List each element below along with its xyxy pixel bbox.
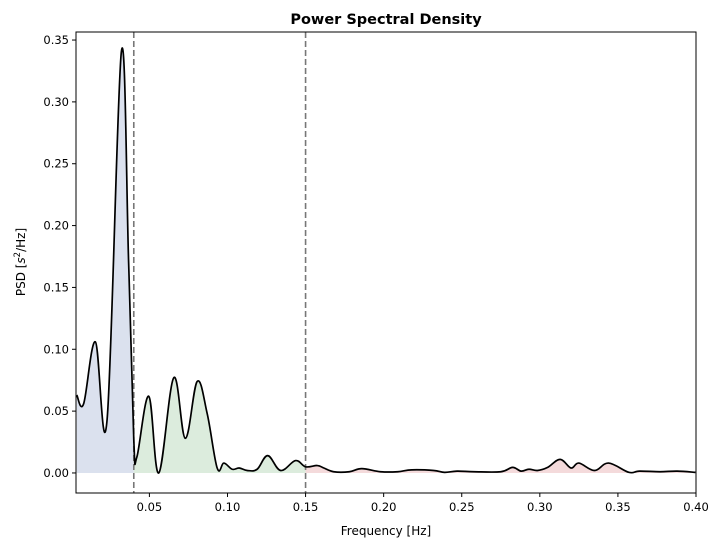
band-fills [76,48,696,473]
psd-line [76,47,696,474]
band-fill-0 [76,48,134,473]
x-tick-label: 0.40 [683,500,709,514]
x-tick-label: 0.20 [371,500,397,514]
y-tick-label: 0.15 [43,280,69,294]
x-tick-label: 0.05 [137,500,163,514]
y-tick-label: 0.35 [43,33,69,47]
chart-title: Power Spectral Density [290,12,482,28]
y-label-prefix: PSD [ [14,264,28,297]
x-axis: 0.05 0.10 0.15 0.20 0.25 0.30 0.35 0.40 [137,493,709,514]
y-tick-label: 0.20 [43,219,69,233]
x-tick-label: 0.10 [215,500,241,514]
y-tick-label: 0.25 [43,157,69,171]
y-label-suffix: /Hz] [14,228,28,252]
y-tick-label: 0.05 [43,404,69,418]
x-tick-label: 0.30 [527,500,553,514]
band-boundary-lines [132,32,307,493]
y-tick-label: 0.10 [43,342,69,356]
y-tick-label: 0.30 [43,95,69,109]
y-tick-label: 0.00 [43,466,69,480]
y-axis: 0.00 0.05 0.10 0.15 0.20 0.25 0.30 0.35 [43,33,76,480]
x-axis-label: Frequency [Hz] [341,524,432,538]
x-tick-label: 0.35 [605,500,631,514]
x-tick-label: 0.15 [293,500,319,514]
x-tick-label: 0.25 [449,500,475,514]
y-label-var: s [14,257,28,263]
band-fill-1 [133,377,306,473]
plot-frame [75,31,697,494]
y-axis-label: PSD [s2/Hz] [13,228,28,296]
y-label-sup: 2 [13,252,23,257]
